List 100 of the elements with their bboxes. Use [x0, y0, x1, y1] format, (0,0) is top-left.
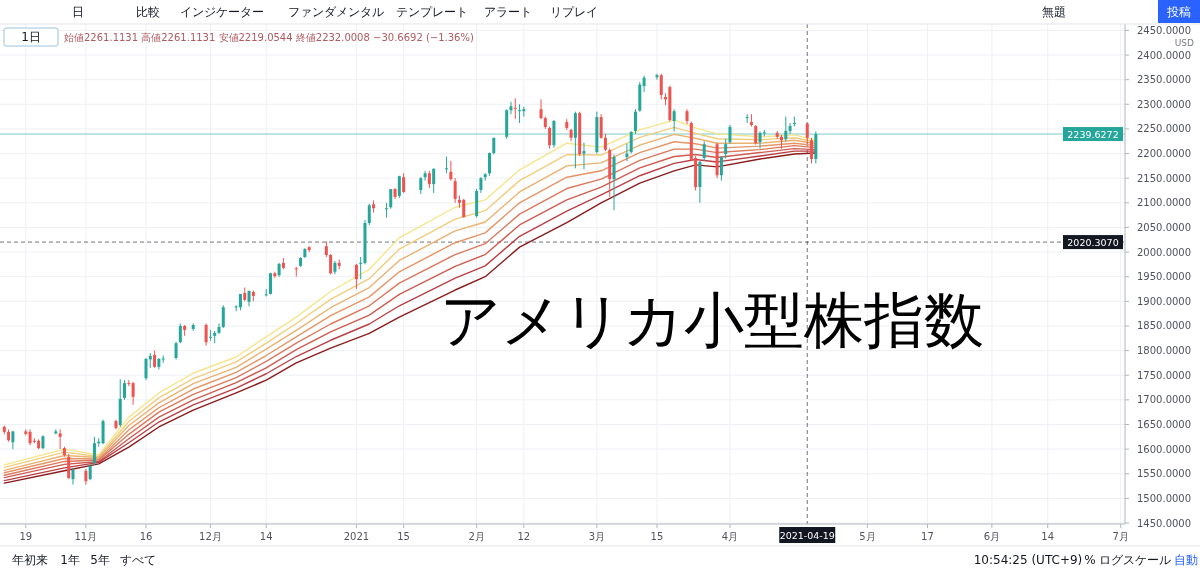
ref-line-label: 2020.3070	[1067, 236, 1119, 248]
y-tick-label: 2350.0000	[1137, 74, 1192, 86]
text: アラート	[484, 5, 532, 19]
text: すべて	[120, 553, 156, 567]
candlestick	[384, 202, 388, 219]
candlestick	[599, 113, 603, 140]
x-tick-label: 11月	[74, 530, 98, 542]
candlestick	[582, 142, 586, 170]
candlestick	[522, 106, 526, 118]
text: 5年	[90, 553, 110, 567]
x-tick-label: 5月	[859, 530, 876, 542]
candlestick	[402, 172, 406, 194]
candlestick	[548, 125, 552, 150]
y-tick-label: 1950.0000	[1137, 271, 1192, 283]
candlestick	[702, 140, 706, 162]
candlestick	[462, 198, 466, 219]
candlestick	[672, 108, 676, 132]
y-tick-label: 2400.0000	[1137, 49, 1192, 61]
candlestick	[784, 116, 788, 142]
candlestick	[208, 329, 212, 342]
candlestick	[294, 266, 298, 278]
candlestick	[659, 73, 663, 100]
text: 投稿	[1166, 5, 1191, 19]
x-tick-label: 4月	[721, 530, 739, 542]
text: 10:54:25 (UTC+9)	[973, 553, 1083, 567]
candlestick	[432, 167, 436, 194]
y-axis-title: USD	[1174, 38, 1195, 48]
y-tick-label: 2200.0000	[1137, 148, 1192, 160]
text: ファンダメンタル	[288, 5, 384, 19]
text: 無題	[1042, 5, 1066, 19]
y-tick-label: 2000.0000	[1137, 246, 1192, 258]
candlestick	[354, 263, 358, 290]
candlestick	[539, 98, 543, 120]
candlestick	[655, 73, 659, 81]
text: インジケーター	[180, 5, 264, 19]
candlestick	[221, 304, 225, 329]
candlestick	[513, 97, 517, 120]
x-tick-label: 12	[517, 530, 531, 542]
candlestick	[123, 379, 127, 401]
candlestick	[359, 256, 363, 280]
y-tick-label: 2450.0000	[1137, 24, 1192, 36]
candlestick	[788, 122, 792, 135]
candlestick	[805, 122, 809, 145]
y-tick-label: 1450.0000	[1137, 517, 1192, 529]
candlestick	[58, 428, 62, 450]
text: 1年	[60, 553, 80, 567]
candlestick	[719, 155, 723, 182]
y-tick-label: 2100.0000	[1137, 197, 1192, 209]
x-tick-label: 15	[650, 530, 664, 542]
x-tick-label: 19	[19, 530, 33, 542]
text: 始値2261.1131 高値2261.1131 安値2219.0544 終値2232.0008 −30.6692 (−1.36%)	[64, 31, 474, 43]
candlestick	[724, 138, 728, 159]
annotation: 1日	[21, 30, 41, 44]
candlestick	[449, 160, 453, 182]
candlestick	[810, 137, 814, 164]
y-tick-label: 1550.0000	[1137, 468, 1192, 480]
y-tick-label: 2300.0000	[1137, 98, 1192, 110]
candlestick	[101, 419, 105, 445]
y-tick-label: 1650.0000	[1137, 418, 1192, 430]
candlestick	[92, 436, 96, 466]
x-tick-label: 16	[139, 530, 153, 542]
y-tick-label: 1500.0000	[1137, 492, 1192, 504]
candlestick	[67, 453, 71, 480]
candlestick	[131, 381, 135, 406]
candlestick	[329, 253, 333, 275]
candlestick	[728, 124, 732, 145]
text: リプレイ	[550, 5, 598, 19]
candlestick	[367, 203, 371, 226]
y-tick-label: 2250.0000	[1137, 123, 1192, 135]
y-tick-label: 1800.0000	[1137, 345, 1192, 357]
y-tick-label: 1750.0000	[1137, 369, 1192, 381]
candlestick	[629, 130, 633, 155]
x-tick-label: 14	[1041, 530, 1055, 542]
candlestick	[642, 75, 646, 93]
candlestick	[389, 188, 393, 210]
text: 年初来	[12, 553, 48, 567]
text: テンプレート	[396, 5, 468, 19]
candlestick	[518, 103, 522, 124]
candlestick	[758, 130, 762, 150]
x-tick-label: 14	[259, 530, 273, 542]
x-tick-label: 7月	[1112, 530, 1129, 542]
text: アメリカ小型株指数	[440, 285, 984, 355]
candlestick	[144, 357, 148, 381]
text: 比較	[136, 5, 160, 19]
candlestick	[509, 101, 513, 115]
candlestick	[633, 108, 637, 135]
x-tick-label: 2月	[468, 530, 485, 542]
candlestick	[71, 467, 75, 486]
ref-line-label: 2239.6272	[1067, 128, 1119, 140]
text: ログスケール	[1099, 553, 1171, 567]
candlestick	[612, 154, 616, 211]
x-tick-label: 6月	[983, 530, 1001, 542]
candlestick	[453, 177, 457, 204]
text: 自動	[1174, 553, 1198, 567]
x-tick-label: 17	[921, 530, 934, 542]
y-tick-label: 1700.0000	[1137, 394, 1192, 406]
x-tick-label: 12月	[199, 530, 222, 542]
candlestick	[625, 143, 629, 162]
candlestick	[178, 323, 182, 344]
x-tick-label: 15	[397, 530, 410, 542]
